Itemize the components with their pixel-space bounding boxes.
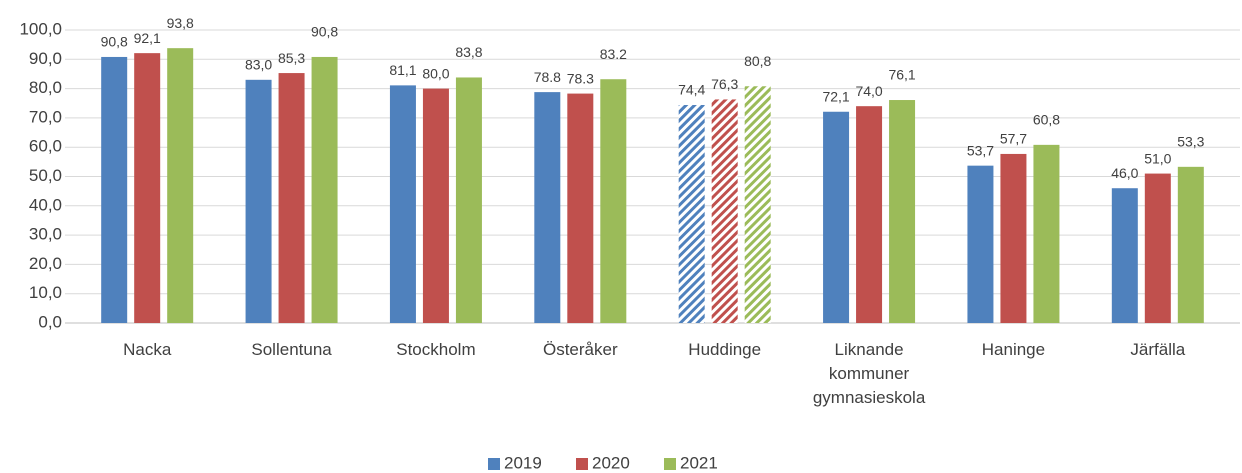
value-label: 72,1 [822, 88, 849, 104]
bar [1177, 166, 1204, 323]
y-tick-label: 100,0 [19, 19, 62, 38]
value-label: 80,8 [744, 53, 771, 69]
x-tick-label: Sollentuna [251, 340, 332, 359]
y-tick-label: 20,0 [29, 254, 62, 273]
y-tick-label: 50,0 [29, 166, 62, 185]
bar [1111, 188, 1138, 323]
x-tick-label: Nacka [123, 340, 172, 359]
bar [744, 86, 771, 323]
value-label: 46,0 [1111, 165, 1138, 181]
bar [311, 56, 338, 324]
x-tick-label: Österåker [542, 340, 618, 359]
legend-label: 2019 [504, 453, 542, 472]
bar [567, 93, 594, 324]
bar [134, 53, 161, 323]
bar [534, 92, 561, 323]
bar [856, 106, 883, 324]
bar [455, 77, 482, 323]
bar [1033, 144, 1060, 323]
bar [1144, 173, 1171, 323]
bar [889, 100, 916, 323]
value-label: 76,3 [711, 76, 738, 92]
value-label: 51,0 [1144, 150, 1171, 166]
bar [600, 79, 627, 323]
value-label: 80,0 [422, 65, 449, 81]
legend-swatch [576, 458, 588, 470]
x-tick-label: Haninge [981, 340, 1046, 359]
y-tick-label: 10,0 [29, 283, 62, 302]
value-label: 74,4 [678, 82, 705, 98]
y-tick-label: 0,0 [38, 312, 62, 331]
y-tick-label: 60,0 [29, 137, 62, 156]
value-label: 81,1 [389, 62, 416, 78]
y-tick-label: 70,0 [29, 107, 62, 126]
value-label: 83.2 [600, 46, 627, 62]
value-label: 93,8 [167, 15, 194, 31]
value-label: 78.3 [567, 70, 594, 86]
value-label: 60,8 [1033, 112, 1060, 128]
legend-label: 2021 [680, 453, 718, 472]
value-label: 90,8 [311, 24, 338, 40]
value-label: 78.8 [534, 69, 561, 85]
value-label: 53,3 [1177, 134, 1204, 150]
bar [101, 56, 128, 324]
bar [711, 99, 738, 323]
legend-label: 2020 [592, 453, 630, 472]
value-label: 83,0 [245, 57, 272, 73]
bar [389, 85, 416, 323]
value-label: 90,8 [101, 34, 128, 50]
y-tick-label: 40,0 [29, 195, 62, 214]
value-label: 74,0 [855, 83, 882, 99]
bar [245, 79, 272, 323]
bar [678, 105, 705, 324]
value-label: 92,1 [134, 30, 161, 46]
x-tick-label: Huddinge [688, 340, 762, 359]
bar [278, 73, 305, 323]
value-label: 53,7 [967, 142, 994, 158]
value-label: 83,8 [455, 44, 482, 60]
x-tick-label: Liknande kommuner gymnasieskola [812, 340, 926, 407]
legend-swatch [664, 458, 676, 470]
value-label: 76,1 [888, 67, 915, 83]
bar [967, 165, 994, 323]
y-tick-label: 90,0 [29, 49, 62, 68]
value-label: 57,7 [1000, 131, 1027, 147]
y-tick-label: 30,0 [29, 225, 62, 244]
bar [1000, 153, 1027, 323]
bar [167, 48, 194, 323]
bar [422, 88, 449, 323]
x-tick-label: Järfälla [1130, 340, 1186, 359]
x-tick-label: Stockholm [396, 340, 476, 359]
legend-swatch [488, 458, 500, 470]
value-label: 85,3 [278, 50, 305, 66]
bar [823, 111, 850, 323]
y-tick-label: 80,0 [29, 78, 62, 97]
